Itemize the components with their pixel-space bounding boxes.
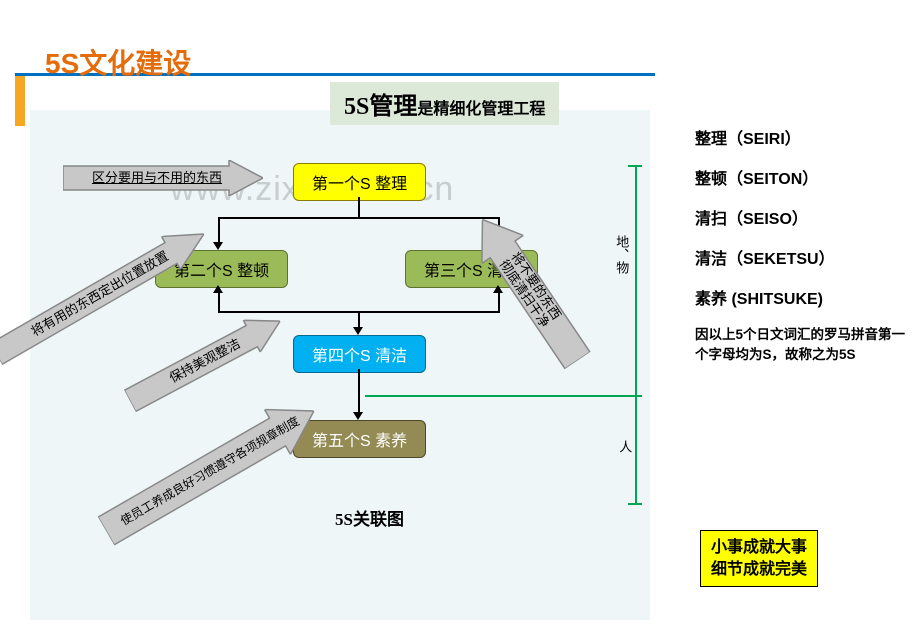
arrowhead-icon	[353, 327, 363, 335]
right-item-seiri: 整理（SEIRI）	[695, 125, 905, 149]
diagram-caption: 5S关联图	[335, 505, 404, 530]
axis-vertical	[635, 165, 637, 505]
subtitle-bar: 5S管理是精细化管理工程	[330, 82, 559, 125]
axis-tick	[628, 165, 642, 167]
subtitle-major: 5S管理	[344, 94, 417, 120]
conn	[498, 291, 500, 311]
right-item-seketsu: 清洁（SEKETSU）	[695, 245, 905, 269]
axis-label-top: 地、物	[612, 235, 630, 274]
arrow-label: 保持美观整洁	[121, 305, 288, 417]
conn	[358, 197, 360, 217]
arrow-clean-look: 保持美观整洁	[121, 305, 288, 417]
arrowhead-icon	[213, 285, 223, 293]
arrowhead-icon	[213, 242, 223, 250]
page-title: 5S文化建设	[45, 42, 191, 82]
highlight-line2: 细节成就完美	[711, 559, 807, 581]
axis-tick	[628, 395, 642, 397]
accent-tab	[15, 76, 25, 126]
arrow-label: 使员工养成良好习惯遵守各项规章制度	[93, 388, 327, 553]
right-item-seiso: 清扫（SEISO）	[695, 205, 905, 229]
highlight-line1: 小事成就大事	[711, 537, 807, 559]
arrow-remove: 将不要的东西 彻底清扫干净	[462, 206, 599, 375]
node-s4: 第四个S 清洁	[293, 335, 426, 373]
conn	[218, 217, 498, 219]
arrowhead-icon	[353, 412, 363, 420]
arrow-label: 将不要的东西 彻底清扫干净	[462, 206, 599, 375]
right-column: 整理（SEIRI） 整顿（SEITON） 清扫（SEISO） 清洁（SEKETS…	[695, 125, 905, 366]
right-item-shitsuke: 素养 (SHITSUKE)	[695, 285, 905, 309]
subtitle-minor: 是精细化管理工程	[417, 101, 545, 118]
conn	[218, 291, 220, 311]
right-item-seiton: 整顿（SEITON）	[695, 165, 905, 189]
conn	[358, 369, 360, 414]
node-s1: 第一个S 整理	[293, 163, 426, 201]
flowchart: 第一个S 整理 第二个S 整顿 第三个S 清扫 第四个S 清洁 第五个S 素养 …	[35, 125, 685, 605]
right-note: 因以上5个日文词汇的罗马拼音第一个字母均为S，故称之为5S	[695, 325, 905, 366]
axis-label-bottom: 人	[615, 440, 633, 453]
arrow-label: 区分要用与不用的东西	[63, 160, 263, 196]
highlight-box: 小事成就大事 细节成就完美	[700, 530, 818, 587]
conn	[218, 217, 220, 244]
arrow-distinguish: 区分要用与不用的东西	[63, 160, 263, 196]
axis-tick	[628, 503, 642, 505]
axis-horizontal	[365, 395, 637, 397]
arrow-habit: 使员工养成良好习惯遵守各项规章制度	[93, 388, 327, 553]
